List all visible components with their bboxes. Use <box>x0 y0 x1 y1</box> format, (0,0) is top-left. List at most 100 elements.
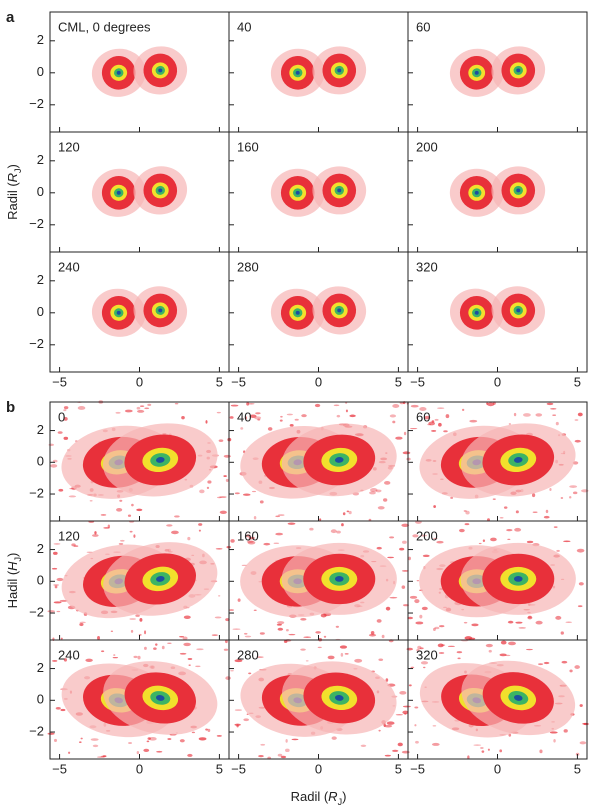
speckle <box>223 648 229 651</box>
speckle <box>555 421 559 426</box>
panel-label: 60 <box>416 409 430 424</box>
speckle <box>129 530 133 533</box>
axis-label-part: Radil ( <box>5 182 20 220</box>
speckle <box>131 503 134 507</box>
speckle <box>242 493 251 496</box>
speckle <box>402 710 409 715</box>
speckle <box>480 746 484 749</box>
speckle <box>234 709 242 711</box>
speckle <box>135 614 140 617</box>
speckle <box>433 537 438 540</box>
speckle <box>346 510 350 513</box>
speckle <box>344 653 349 655</box>
speckle <box>225 478 229 482</box>
speckle <box>137 655 141 660</box>
speckle <box>230 670 234 672</box>
panel-label: 240 <box>58 259 80 274</box>
speckle <box>508 423 512 425</box>
panel-label: 200 <box>416 528 438 543</box>
speckle <box>572 491 578 495</box>
speckle <box>490 537 497 542</box>
speckle <box>421 606 428 611</box>
y-tick-label: 0 <box>37 304 44 319</box>
speckle <box>482 539 486 542</box>
speckle <box>219 496 227 498</box>
speckle <box>447 645 455 647</box>
speckle <box>68 495 77 498</box>
speckle <box>217 496 222 499</box>
speckle <box>403 431 407 436</box>
speckle <box>574 419 579 421</box>
speckle <box>278 514 285 516</box>
speckle <box>514 527 522 532</box>
speckle <box>526 540 534 544</box>
speckle <box>53 601 62 604</box>
speckle <box>389 596 398 599</box>
panel-label: 160 <box>237 528 259 543</box>
x-tick-label: −5 <box>410 374 425 389</box>
speckle <box>574 439 581 443</box>
speckle <box>300 648 306 651</box>
speckle <box>375 489 382 493</box>
speckle <box>314 403 321 408</box>
speckle <box>205 728 208 731</box>
speckle <box>248 672 252 675</box>
speckle <box>508 641 516 646</box>
speckle <box>431 420 435 423</box>
panel-image <box>449 166 546 217</box>
speckle <box>384 724 393 728</box>
x-tick-label: 5 <box>574 761 581 776</box>
speckle <box>101 650 105 653</box>
y-tick-label: 2 <box>37 660 44 675</box>
speckle <box>179 636 185 638</box>
speckle <box>57 431 63 434</box>
emission-lobe <box>116 310 121 315</box>
speckle <box>129 618 137 620</box>
speckle <box>251 490 257 493</box>
speckle <box>79 621 86 624</box>
speckle <box>92 534 99 537</box>
emission-lobe <box>516 188 521 193</box>
speckle <box>54 585 58 589</box>
panel-image <box>91 286 188 337</box>
speckle <box>401 523 410 528</box>
speckle <box>569 485 578 488</box>
speckle <box>320 613 327 618</box>
speckle <box>463 509 467 512</box>
speckle <box>294 418 299 421</box>
axis-label: Radil (RJ) <box>5 164 23 220</box>
y-tick-label: −2 <box>29 723 44 738</box>
speckle <box>244 635 252 638</box>
speckle <box>195 665 201 668</box>
speckle <box>103 527 110 529</box>
panel-image <box>91 166 188 217</box>
speckle <box>300 618 307 621</box>
y-tick-label: −2 <box>29 485 44 500</box>
speckle <box>370 488 378 492</box>
speckle <box>52 659 58 662</box>
speckle <box>234 723 241 726</box>
speckle <box>507 538 511 540</box>
emission-lobe <box>513 576 523 582</box>
speckle <box>349 414 356 418</box>
speckle <box>434 418 439 421</box>
speckle <box>301 414 307 418</box>
speckle <box>245 534 251 538</box>
speckle <box>119 499 123 502</box>
speckle <box>230 539 235 543</box>
speckle <box>410 404 419 408</box>
speckle <box>335 625 339 628</box>
speckle <box>406 457 411 461</box>
speckle <box>133 655 138 659</box>
speckle <box>167 738 172 740</box>
speckle <box>414 724 417 727</box>
panel-image <box>47 639 231 758</box>
speckle <box>459 528 465 533</box>
speckle <box>486 402 489 405</box>
speckle <box>249 414 257 418</box>
speckle <box>246 402 250 406</box>
speckle <box>424 415 431 420</box>
speckle <box>283 640 288 644</box>
axis-label-part: ) <box>5 553 20 557</box>
emission-lobe <box>474 70 479 75</box>
